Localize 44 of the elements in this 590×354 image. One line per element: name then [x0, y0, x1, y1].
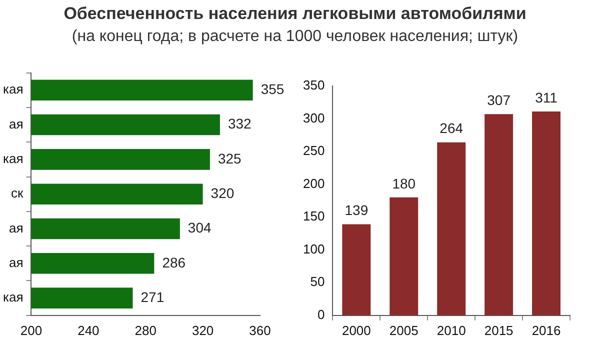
x-tick-label: 2010: [436, 322, 466, 338]
y-tick-label: 100: [302, 241, 325, 256]
data-label: 180: [392, 175, 416, 192]
y-tick-label: 50: [310, 274, 325, 290]
y-tick-label: 350: [302, 78, 325, 93]
y-tick-label: кая: [2, 151, 24, 166]
data-label: 304: [188, 220, 212, 236]
x-tick-label: 2015: [484, 322, 514, 338]
y-tick-label: ая: [8, 116, 24, 132]
data-label: 355: [260, 80, 284, 97]
data-label: 325: [218, 150, 242, 166]
y-tick-label: ая: [8, 254, 24, 270]
y-tick-label: 0: [317, 306, 325, 322]
data-label: 311: [535, 89, 558, 106]
data-label: 320: [210, 184, 234, 201]
data-label: 264: [440, 120, 464, 136]
bar: [437, 142, 466, 316]
text: Обеспеченность населения легковыми автомобилями: [62, 4, 528, 24]
x-tick-label: 360: [249, 322, 271, 338]
text: (на конец года; в расчете на 1000 человек населения; штук): [70, 28, 520, 46]
data-label: 286: [162, 254, 186, 270]
x-tick-label: 320: [192, 322, 214, 338]
y-tick-label: 150: [302, 208, 325, 224]
x-tick-label: 2005: [389, 322, 418, 338]
bar: [532, 112, 561, 316]
y-tick-label: 250: [302, 143, 325, 158]
data-label: 271: [140, 288, 164, 305]
x-tick-label: 2016: [532, 322, 561, 338]
x-tick-label: 280: [134, 322, 156, 338]
y-tick-label: 200: [302, 176, 325, 191]
x-tick-label: 2000: [342, 322, 371, 338]
y-tick-label: 300: [302, 110, 325, 126]
bar: [342, 224, 371, 316]
bar: [484, 114, 514, 316]
x-tick-label: 200: [20, 322, 42, 338]
data-label: 307: [487, 92, 511, 108]
y-tick-label: кая: [2, 290, 24, 305]
y-tick-label: ск: [11, 186, 24, 201]
y-tick-label: ая: [8, 220, 24, 236]
data-label: 332: [228, 116, 252, 132]
bar: [390, 197, 418, 316]
x-tick-label: 240: [78, 322, 100, 338]
y-tick-label: кая: [2, 82, 24, 97]
data-label: 139: [344, 202, 368, 218]
